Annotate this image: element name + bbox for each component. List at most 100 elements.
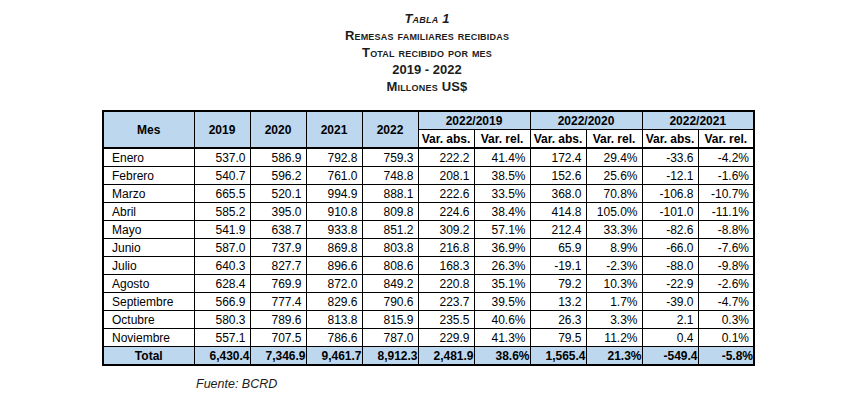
month-cell: Julio (103, 257, 194, 275)
table-row: Febrero540.7596.2761.0748.8208.138.5%152… (103, 167, 754, 185)
sub-header-var-abs-3: Var. abs. (642, 130, 698, 149)
page: Tabla 1 Remesas familiares recibidas Tot… (0, 0, 848, 410)
value-cell: 1.7% (586, 293, 642, 311)
group-header-2022-2020: 2022/2020 (530, 111, 642, 130)
total-label: Total (103, 347, 194, 366)
value-cell: 11.2% (586, 329, 642, 347)
value-cell: 888.1 (362, 185, 418, 203)
table-row: Noviembre557.1707.5786.6787.0229.941.3%7… (103, 329, 754, 347)
value-cell: 0.3% (698, 311, 754, 329)
value-cell: 869.8 (306, 239, 362, 257)
value-cell: 580.3 (194, 311, 250, 329)
value-cell: -4.7% (698, 293, 754, 311)
month-cell: Septiembre (103, 293, 194, 311)
total-value-cell: 7,346.9 (250, 347, 306, 366)
value-cell: 216.8 (418, 239, 474, 257)
value-cell: -2.3% (586, 257, 642, 275)
value-cell: -9.8% (698, 257, 754, 275)
month-cell: Noviembre (103, 329, 194, 347)
value-cell: 39.5% (474, 293, 530, 311)
value-cell: 38.5% (474, 167, 530, 185)
value-cell: 587.0 (194, 239, 250, 257)
value-cell: 40.6% (474, 311, 530, 329)
month-cell: Enero (103, 148, 194, 167)
value-cell: 224.6 (418, 203, 474, 221)
value-cell: 707.5 (250, 329, 306, 347)
value-cell: 10.3% (586, 275, 642, 293)
group-header-2022-2021: 2022/2021 (642, 111, 754, 130)
value-cell: 2.1 (642, 311, 698, 329)
value-cell: 537.0 (194, 148, 250, 167)
value-cell: 759.3 (362, 148, 418, 167)
value-cell: 566.9 (194, 293, 250, 311)
value-cell: 105.0% (586, 203, 642, 221)
value-cell: 41.4% (474, 148, 530, 167)
value-cell: 585.2 (194, 203, 250, 221)
value-cell: 557.1 (194, 329, 250, 347)
table-row: Enero537.0586.9792.8759.3222.241.4%172.4… (103, 148, 754, 167)
value-cell: -33.6 (642, 148, 698, 167)
value-cell: 309.2 (418, 221, 474, 239)
month-cell: Junio (103, 239, 194, 257)
value-cell: 933.8 (306, 221, 362, 239)
total-value-cell: 9,461.7 (306, 347, 362, 366)
month-cell: Agosto (103, 275, 194, 293)
value-cell: 222.6 (418, 185, 474, 203)
value-cell: 790.6 (362, 293, 418, 311)
value-cell: 414.8 (530, 203, 586, 221)
value-cell: 65.9 (530, 239, 586, 257)
total-value-cell: -5.8% (698, 347, 754, 366)
value-cell: -82.6 (642, 221, 698, 239)
value-cell: -2.6% (698, 275, 754, 293)
value-cell: 789.6 (250, 311, 306, 329)
value-cell: -4.2% (698, 148, 754, 167)
table-row: Marzo665.5520.1994.9888.1222.633.5%368.0… (103, 185, 754, 203)
value-cell: 638.7 (250, 221, 306, 239)
value-cell: 813.8 (306, 311, 362, 329)
value-cell: 786.6 (306, 329, 362, 347)
value-cell: 849.2 (362, 275, 418, 293)
month-cell: Octubre (103, 311, 194, 329)
value-cell: 851.2 (362, 221, 418, 239)
value-cell: 70.8% (586, 185, 642, 203)
value-cell: 368.0 (530, 185, 586, 203)
total-value-cell: 6,430.4 (194, 347, 250, 366)
value-cell: -88.0 (642, 257, 698, 275)
table-row: Mayo541.9638.7933.8851.2309.257.1%212.43… (103, 221, 754, 239)
table-units: Millones US$ (102, 78, 752, 95)
value-cell: 212.4 (530, 221, 586, 239)
col-header-2019: 2019 (194, 111, 250, 148)
value-cell: 910.8 (306, 203, 362, 221)
value-cell: -19.1 (530, 257, 586, 275)
value-cell: 35.1% (474, 275, 530, 293)
value-cell: 596.2 (250, 167, 306, 185)
value-cell: 808.6 (362, 257, 418, 275)
value-cell: 815.9 (362, 311, 418, 329)
value-cell: 803.8 (362, 239, 418, 257)
value-cell: 541.9 (194, 221, 250, 239)
value-cell: 41.3% (474, 329, 530, 347)
value-cell: 229.9 (418, 329, 474, 347)
col-header-2022: 2022 (362, 111, 418, 148)
value-cell: -1.6% (698, 167, 754, 185)
value-cell: 33.3% (586, 221, 642, 239)
value-cell: -11.1% (698, 203, 754, 221)
title-block: Tabla 1 Remesas familiares recibidas Tot… (102, 10, 752, 95)
value-cell: 3.3% (586, 311, 642, 329)
table-row: Junio587.0737.9869.8803.8216.836.9%65.98… (103, 239, 754, 257)
value-cell: 33.5% (474, 185, 530, 203)
value-cell: -7.6% (698, 239, 754, 257)
value-cell: 777.4 (250, 293, 306, 311)
total-value-cell: 8,912.3 (362, 347, 418, 366)
value-cell: 395.0 (250, 203, 306, 221)
value-cell: 827.7 (250, 257, 306, 275)
value-cell: -8.8% (698, 221, 754, 239)
value-cell: 79.2 (530, 275, 586, 293)
value-cell: 540.7 (194, 167, 250, 185)
value-cell: 640.3 (194, 257, 250, 275)
table-footer: Total 6,430.47,346.99,461.78,912.32,481.… (103, 347, 754, 366)
value-cell: -106.8 (642, 185, 698, 203)
sub-header-var-abs-2: Var. abs. (530, 130, 586, 149)
value-cell: 0.1% (698, 329, 754, 347)
col-header-mes: Mes (103, 111, 194, 148)
